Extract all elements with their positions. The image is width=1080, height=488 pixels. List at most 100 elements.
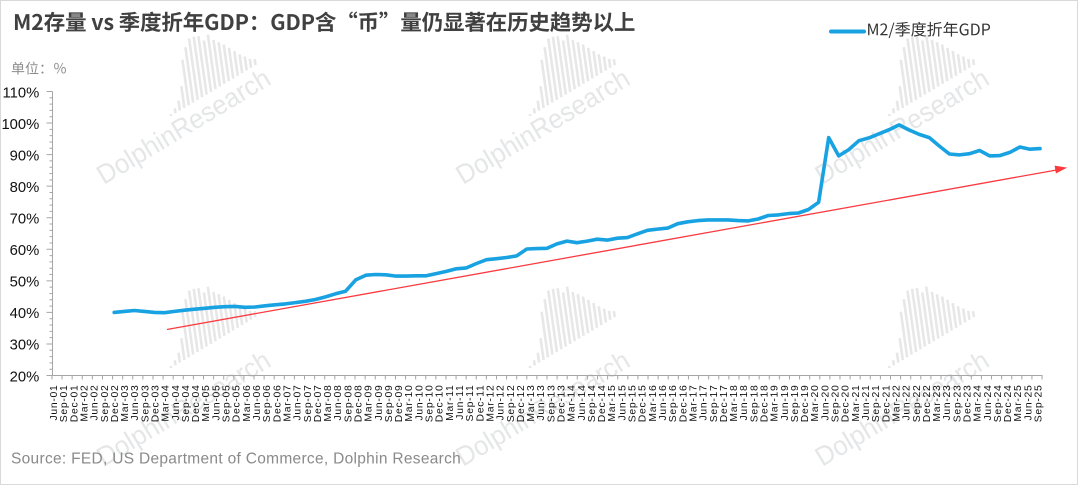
svg-text:80%: 80% [10,180,40,196]
svg-text:Dec-01: Dec-01 [69,385,80,423]
svg-text:Jun-11: Jun-11 [455,385,466,420]
svg-text:Mar-02: Mar-02 [80,385,91,422]
svg-text:Sep-13: Sep-13 [546,385,557,423]
svg-text:Jun-17: Jun-17 [699,385,710,421]
svg-text:Sep-16: Sep-16 [668,385,679,423]
svg-text:Mar-17: Mar-17 [689,385,700,422]
svg-text:Jun-25: Jun-25 [1023,385,1034,421]
svg-text:Sep-06: Sep-06 [262,385,273,423]
svg-text:Sep-23: Sep-23 [952,385,963,423]
svg-text:Mar-25: Mar-25 [1013,385,1024,422]
svg-text:Jun-08: Jun-08 [333,385,344,421]
svg-text:Dec-18: Dec-18 [760,385,771,423]
svg-text:Jun-21: Jun-21 [861,385,872,421]
svg-text:Mar-18: Mar-18 [729,385,740,422]
svg-text:Sep-02: Sep-02 [100,385,111,423]
svg-text:Mar-16: Mar-16 [648,385,659,422]
svg-text:Jun-10: Jun-10 [414,385,425,421]
svg-text:Jun-15: Jun-15 [617,385,628,421]
svg-text:Dec-15: Dec-15 [638,385,649,423]
svg-text:Dec-22: Dec-22 [922,385,933,423]
svg-text:Jun-07: Jun-07 [293,385,304,421]
svg-text:Sep-01: Sep-01 [59,385,70,423]
svg-text:Jun-22: Jun-22 [902,385,913,421]
svg-text:Dec-10: Dec-10 [435,385,446,423]
svg-text:Mar-20: Mar-20 [810,385,821,422]
svg-text:Dec-17: Dec-17 [719,385,730,423]
svg-text:Sep-04: Sep-04 [181,385,192,423]
svg-text:Sep-11: Sep-11 [465,385,476,422]
svg-text:Sep-10: Sep-10 [425,385,436,423]
svg-text:Mar-03: Mar-03 [120,385,131,422]
svg-text:Jun-18: Jun-18 [739,385,750,421]
svg-text:Dec-14: Dec-14 [597,385,608,423]
svg-text:90%: 90% [10,148,40,164]
svg-text:Dec-07: Dec-07 [313,385,324,423]
svg-text:Dec-16: Dec-16 [678,385,689,423]
svg-text:Jun-14: Jun-14 [577,385,588,421]
svg-text:Jun-05: Jun-05 [211,385,222,421]
svg-text:100%: 100% [1,117,39,133]
svg-text:Jun-12: Jun-12 [496,385,507,421]
svg-text:Dec-02: Dec-02 [110,385,121,423]
svg-text:Mar-21: Mar-21 [851,385,862,422]
svg-text:Mar-24: Mar-24 [973,385,984,422]
svg-text:Mar-14: Mar-14 [567,385,578,422]
svg-text:Jun-01: Jun-01 [49,385,60,421]
svg-text:Jun-02: Jun-02 [90,385,101,421]
svg-text:Mar-22: Mar-22 [892,385,903,422]
svg-text:DolphinResearch: DolphinResearch [91,63,275,190]
svg-text:Mar-11: Mar-11 [445,385,456,421]
svg-text:Dec-05: Dec-05 [232,385,243,423]
svg-text:Dec-08: Dec-08 [354,385,365,423]
svg-text:110%: 110% [3,85,40,101]
svg-text:Sep-21: Sep-21 [871,385,882,423]
svg-text:Jun-20: Jun-20 [820,385,831,421]
svg-text:Dec-13: Dec-13 [557,385,568,423]
svg-text:Sep-24: Sep-24 [993,385,1004,423]
svg-text:Mar-07: Mar-07 [283,385,294,422]
svg-text:Dec-03: Dec-03 [151,385,162,423]
svg-text:Sep-17: Sep-17 [709,385,720,423]
svg-text:Mar-05: Mar-05 [201,385,212,422]
svg-text:Mar-15: Mar-15 [607,385,618,422]
svg-text:Dec-21: Dec-21 [881,385,892,423]
svg-text:Sep-07: Sep-07 [303,385,314,423]
svg-text:Sep-09: Sep-09 [384,385,395,423]
svg-text:Mar-09: Mar-09 [364,385,375,422]
svg-text:Jun-19: Jun-19 [780,385,791,421]
svg-text:Mar-06: Mar-06 [242,385,253,422]
svg-text:Sep-18: Sep-18 [749,385,760,423]
svg-text:Mar-10: Mar-10 [404,385,415,422]
svg-text:Sep-08: Sep-08 [343,385,354,423]
svg-text:Jun-03: Jun-03 [130,385,141,421]
svg-text:DolphinResearch: DolphinResearch [451,63,635,190]
svg-text:Jun-23: Jun-23 [942,385,953,421]
svg-text:Mar-19: Mar-19 [770,385,781,422]
svg-text:Dec-24: Dec-24 [1003,385,1014,423]
svg-text:Mar-13: Mar-13 [526,385,537,422]
svg-text:Dec-20: Dec-20 [841,385,852,423]
svg-text:Sep-20: Sep-20 [831,385,842,423]
svg-text:Dec-12: Dec-12 [516,385,527,423]
svg-text:70%: 70% [10,212,40,228]
svg-text:Jun-04: Jun-04 [171,385,182,421]
svg-text:Source: FED, US Department of: Source: FED, US Department of Commerce, … [11,451,461,468]
svg-text:Jun-13: Jun-13 [536,385,547,421]
svg-text:20%: 20% [10,369,40,385]
svg-text:Sep-15: Sep-15 [628,385,639,423]
svg-text:Jun-09: Jun-09 [374,385,385,421]
svg-text:Sep-14: Sep-14 [587,385,598,423]
svg-text:Dec-23: Dec-23 [963,385,974,423]
svg-text:Sep-05: Sep-05 [222,385,233,423]
svg-text:Dec-19: Dec-19 [800,385,811,423]
svg-text:Mar-04: Mar-04 [161,385,172,422]
svg-text:Mar-08: Mar-08 [323,385,334,422]
svg-text:50%: 50% [10,275,40,291]
svg-text:Mar-23: Mar-23 [932,385,943,422]
svg-text:40%: 40% [10,306,40,322]
svg-text:Dec-11: Dec-11 [475,385,486,422]
svg-text:60%: 60% [10,243,40,259]
svg-text:Mar-12: Mar-12 [485,385,496,422]
svg-text:30%: 30% [10,338,40,354]
